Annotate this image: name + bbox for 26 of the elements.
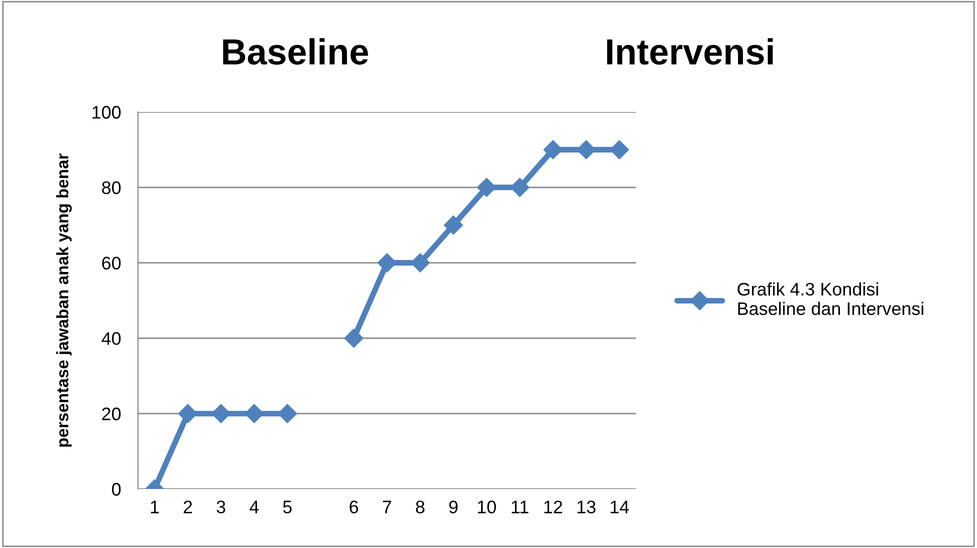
point: [444, 216, 463, 235]
legend-label: Grafik 4.3 Kondisi Baseline dan Intervensi: [738, 282, 924, 316]
y-tick-label: 80: [102, 181, 121, 194]
x-tick-label: 13: [578, 500, 596, 514]
x-tick-label: 4: [250, 500, 259, 514]
x-tick-label: 14: [610, 500, 629, 514]
x-tick-label: 5: [283, 500, 292, 514]
x-tick-label: 2: [184, 500, 192, 514]
y-tick-label: 60: [102, 256, 121, 270]
x-tick-label: 9: [449, 500, 458, 514]
y-tick-label: 40: [102, 332, 121, 345]
x-tick-label: 7: [382, 500, 392, 514]
x-tick-label: 1: [150, 500, 159, 514]
x-tick-label: 12: [544, 500, 562, 514]
x-tick-label: 3: [216, 500, 226, 514]
x-tick-label: 11: [512, 500, 528, 514]
x-tick-label: 6: [350, 500, 358, 514]
text: Baseline: [223, 38, 368, 65]
point: [344, 328, 364, 348]
text: Intervensi: [607, 38, 773, 65]
y-tick-label: 0: [112, 482, 121, 496]
y-tick-label: 20: [102, 408, 121, 420]
x-tick-label: 10: [478, 500, 496, 514]
x-tick-label: 8: [416, 500, 424, 514]
y-tick-label: 100: [92, 106, 121, 119]
y-axis-title: persentase jawaban anak yang benar: [56, 153, 72, 447]
